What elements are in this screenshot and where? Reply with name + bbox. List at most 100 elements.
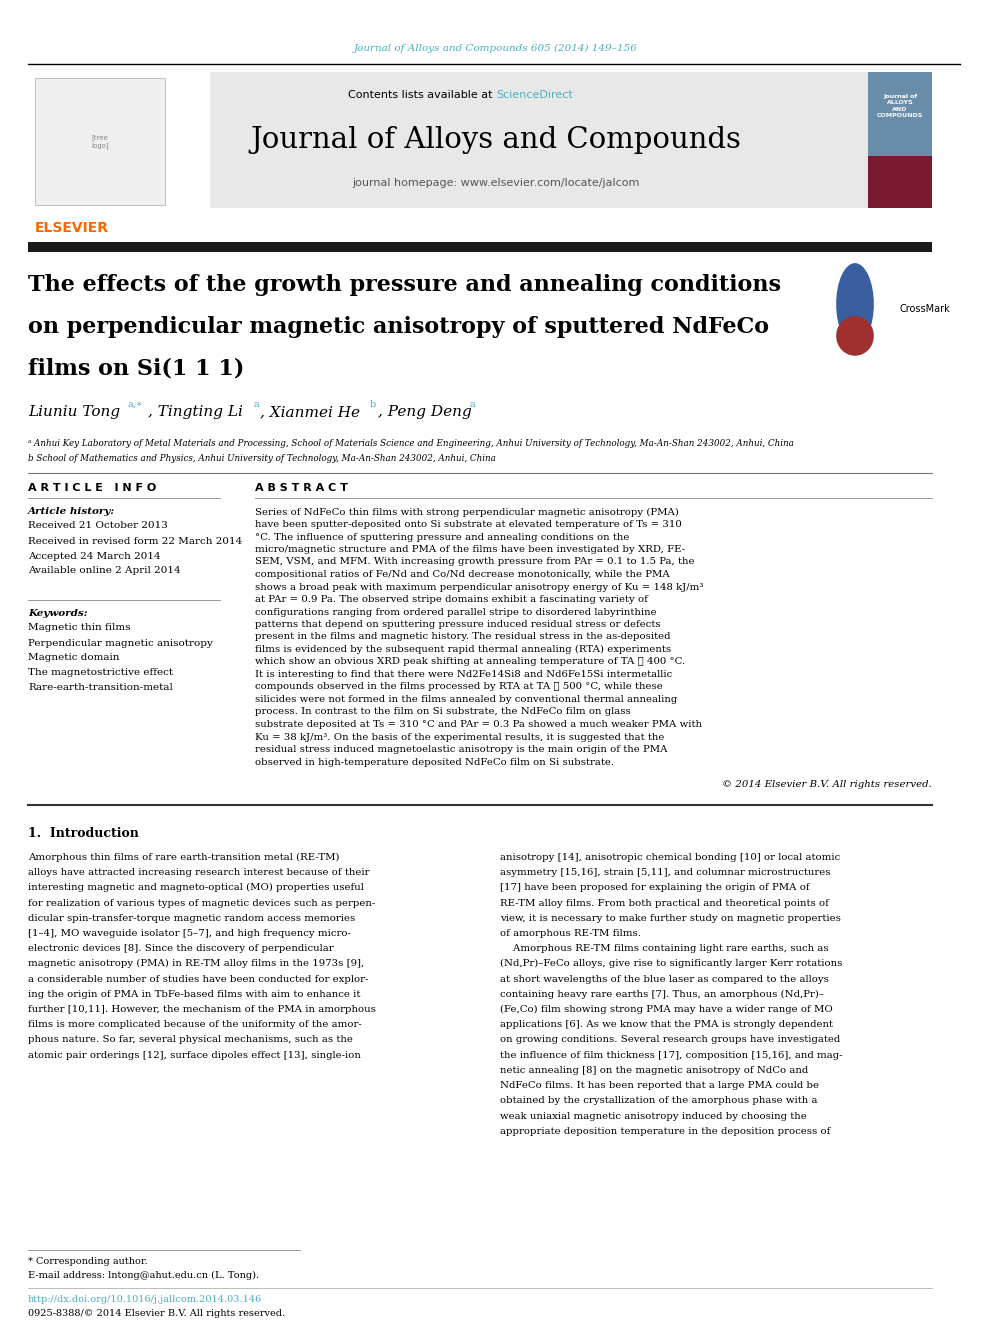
- Text: Liuniu Tong: Liuniu Tong: [28, 405, 120, 419]
- Text: micro/magnetic structure and PMA of the films have been investigated by XRD, FE-: micro/magnetic structure and PMA of the …: [255, 545, 685, 554]
- Text: (Fe,Co) film showing strong PMA may have a wider range of MO: (Fe,Co) film showing strong PMA may have…: [500, 1005, 832, 1015]
- Text: anisotropy [14], anisotropic chemical bonding [10] or local atomic: anisotropy [14], anisotropic chemical bo…: [500, 853, 840, 861]
- Ellipse shape: [836, 263, 874, 345]
- Text: patterns that depend on sputtering pressure induced residual stress or defects: patterns that depend on sputtering press…: [255, 620, 661, 628]
- Text: , Xianmei He: , Xianmei He: [260, 405, 360, 419]
- Text: view, it is necessary to make further study on magnetic properties: view, it is necessary to make further st…: [500, 914, 841, 922]
- Text: a considerable number of studies have been conducted for explor-: a considerable number of studies have be…: [28, 975, 368, 983]
- Text: Ku = 38 kJ/m³. On the basis of the experimental results, it is suggested that th: Ku = 38 kJ/m³. On the basis of the exper…: [255, 733, 665, 741]
- Text: The magnetostrictive effect: The magnetostrictive effect: [28, 668, 174, 677]
- Text: Rare-earth-transition-metal: Rare-earth-transition-metal: [28, 684, 173, 692]
- Text: weak uniaxial magnetic anisotropy induced by choosing the: weak uniaxial magnetic anisotropy induce…: [500, 1111, 806, 1121]
- Text: (Nd,Pr)–FeCo alloys, give rise to significantly larger Kerr rotations: (Nd,Pr)–FeCo alloys, give rise to signif…: [500, 959, 842, 968]
- Text: NdFeCo films. It has been reported that a large PMA could be: NdFeCo films. It has been reported that …: [500, 1081, 819, 1090]
- Text: have been sputter-deposited onto Si substrate at elevated temperature of Ts = 31: have been sputter-deposited onto Si subs…: [255, 520, 682, 529]
- Text: ScienceDirect: ScienceDirect: [496, 90, 572, 101]
- Text: 0925-8388/© 2014 Elsevier B.V. All rights reserved.: 0925-8388/© 2014 Elsevier B.V. All right…: [28, 1308, 285, 1318]
- Text: observed in high-temperature deposited NdFeCo film on Si substrate.: observed in high-temperature deposited N…: [255, 758, 614, 766]
- Text: substrate deposited at Ts = 310 °C and PAr = 0.3 Pa showed a much weaker PMA wit: substrate deposited at Ts = 310 °C and P…: [255, 720, 702, 729]
- Text: obtained by the crystallization of the amorphous phase with a: obtained by the crystallization of the a…: [500, 1097, 817, 1105]
- Text: ing the origin of PMA in TbFe-based films with aim to enhance it: ing the origin of PMA in TbFe-based film…: [28, 990, 360, 999]
- Text: process. In contrast to the film on Si substrate, the NdFeCo film on glass: process. In contrast to the film on Si s…: [255, 708, 631, 717]
- Text: Magnetic thin films: Magnetic thin films: [28, 623, 131, 632]
- Text: appropriate deposition temperature in the deposition process of: appropriate deposition temperature in th…: [500, 1127, 830, 1135]
- Text: CrossMark: CrossMark: [900, 304, 950, 315]
- Text: ELSEVIER: ELSEVIER: [35, 221, 109, 235]
- Text: © 2014 Elsevier B.V. All rights reserved.: © 2014 Elsevier B.V. All rights reserved…: [722, 781, 932, 789]
- Text: The effects of the growth pressure and annealing conditions: The effects of the growth pressure and a…: [28, 274, 781, 296]
- Text: phous nature. So far, several physical mechanisms, such as the: phous nature. So far, several physical m…: [28, 1036, 353, 1044]
- Text: Received 21 October 2013: Received 21 October 2013: [28, 521, 168, 531]
- Text: b: b: [370, 400, 376, 409]
- Text: b School of Mathematics and Physics, Anhui University of Technology, Ma-An-Shan : b School of Mathematics and Physics, Anh…: [28, 455, 496, 463]
- Text: at PAr = 0.9 Pa. The observed stripe domains exhibit a fascinating variety of: at PAr = 0.9 Pa. The observed stripe dom…: [255, 595, 648, 605]
- Text: films on Si(1 1 1): films on Si(1 1 1): [28, 359, 244, 380]
- Text: dicular spin-transfer-torque magnetic random access memories: dicular spin-transfer-torque magnetic ra…: [28, 914, 355, 922]
- Text: on growing conditions. Several research groups have investigated: on growing conditions. Several research …: [500, 1036, 840, 1044]
- FancyBboxPatch shape: [868, 71, 932, 156]
- FancyBboxPatch shape: [28, 242, 932, 251]
- Text: compositional ratios of Fe/Nd and Co/Nd decrease monotonically, while the PMA: compositional ratios of Fe/Nd and Co/Nd …: [255, 570, 670, 579]
- Text: further [10,11]. However, the mechanism of the PMA in amorphous: further [10,11]. However, the mechanism …: [28, 1005, 376, 1013]
- Text: , Peng Deng: , Peng Deng: [378, 405, 472, 419]
- Text: containing heavy rare earths [7]. Thus, an amorphous (Nd,Pr)–: containing heavy rare earths [7]. Thus, …: [500, 990, 824, 999]
- Text: atomic pair orderings [12], surface dipoles effect [13], single-ion: atomic pair orderings [12], surface dipo…: [28, 1050, 361, 1060]
- Text: a,∗: a,∗: [128, 400, 144, 409]
- Text: http://dx.doi.org/10.1016/j.jallcom.2014.03.146: http://dx.doi.org/10.1016/j.jallcom.2014…: [28, 1295, 262, 1304]
- Text: asymmetry [15,16], strain [5,11], and columnar microstructures: asymmetry [15,16], strain [5,11], and co…: [500, 868, 830, 877]
- Text: present in the films and magnetic history. The residual stress in the as-deposit: present in the films and magnetic histor…: [255, 632, 671, 642]
- Text: journal homepage: www.elsevier.com/locate/jalcom: journal homepage: www.elsevier.com/locat…: [352, 179, 640, 188]
- Text: Accepted 24 March 2014: Accepted 24 March 2014: [28, 552, 161, 561]
- Text: silicides were not formed in the films annealed by conventional thermal annealin: silicides were not formed in the films a…: [255, 695, 678, 704]
- Text: Journal of Alloys and Compounds 605 (2014) 149–156: Journal of Alloys and Compounds 605 (201…: [354, 44, 638, 53]
- Text: the influence of film thickness [17], composition [15,16], and mag-: the influence of film thickness [17], co…: [500, 1050, 842, 1060]
- Text: configurations ranging from ordered parallel stripe to disordered labyrinthine: configurations ranging from ordered para…: [255, 607, 657, 617]
- Text: E-mail address: lntong@ahut.edu.cn (L. Tong).: E-mail address: lntong@ahut.edu.cn (L. T…: [28, 1270, 259, 1279]
- Text: 1.  Introduction: 1. Introduction: [28, 827, 139, 840]
- Text: shows a broad peak with maximum perpendicular anisotropy energy of Ku = 148 kJ/m: shows a broad peak with maximum perpendi…: [255, 582, 703, 591]
- Text: films is more complicated because of the uniformity of the amor-: films is more complicated because of the…: [28, 1020, 362, 1029]
- FancyBboxPatch shape: [868, 156, 932, 208]
- Text: Perpendicular magnetic anisotropy: Perpendicular magnetic anisotropy: [28, 639, 213, 647]
- Text: Contents lists available at: Contents lists available at: [348, 90, 496, 101]
- FancyBboxPatch shape: [28, 71, 210, 208]
- Text: Article history:: Article history:: [28, 508, 115, 516]
- Text: alloys have attracted increasing research interest because of their: alloys have attracted increasing researc…: [28, 868, 369, 877]
- Text: Received in revised form 22 March 2014: Received in revised form 22 March 2014: [28, 537, 242, 545]
- Text: ᵃ Anhui Key Laboratory of Metal Materials and Processing, School of Materials Sc: ᵃ Anhui Key Laboratory of Metal Material…: [28, 438, 794, 447]
- Text: * Corresponding author.: * Corresponding author.: [28, 1257, 148, 1266]
- Text: electronic devices [8]. Since the discovery of perpendicular: electronic devices [8]. Since the discov…: [28, 945, 333, 953]
- Text: which show an obvious XRD peak shifting at annealing temperature of TA ⩽ 400 °C.: which show an obvious XRD peak shifting …: [255, 658, 685, 667]
- Text: Journal of Alloys and Compounds: Journal of Alloys and Compounds: [251, 126, 741, 153]
- Text: A R T I C L E   I N F O: A R T I C L E I N F O: [28, 483, 157, 493]
- Text: It is interesting to find that there were Nd2Fe14Si8 and Nd6Fe15Si intermetallic: It is interesting to find that there wer…: [255, 669, 673, 679]
- Text: [tree
logo]: [tree logo]: [91, 134, 109, 148]
- Text: films is evidenced by the subsequent rapid thermal annealing (RTA) experiments: films is evidenced by the subsequent rap…: [255, 644, 672, 654]
- Text: Amorphous RE-TM films containing light rare earths, such as: Amorphous RE-TM films containing light r…: [500, 945, 828, 953]
- Text: Available online 2 April 2014: Available online 2 April 2014: [28, 566, 181, 576]
- Text: SEM, VSM, and MFM. With increasing growth pressure from PAr = 0.1 to 1.5 Pa, the: SEM, VSM, and MFM. With increasing growt…: [255, 557, 694, 566]
- Text: of amorphous RE-TM films.: of amorphous RE-TM films.: [500, 929, 641, 938]
- Text: RE-TM alloy films. From both practical and theoretical points of: RE-TM alloy films. From both practical a…: [500, 898, 829, 908]
- FancyBboxPatch shape: [28, 71, 932, 208]
- FancyBboxPatch shape: [868, 71, 932, 208]
- Text: Keywords:: Keywords:: [28, 609, 87, 618]
- Text: for realization of various types of magnetic devices such as perpen-: for realization of various types of magn…: [28, 898, 375, 908]
- Text: residual stress induced magnetoelastic anisotropy is the main origin of the PMA: residual stress induced magnetoelastic a…: [255, 745, 668, 754]
- Text: [17] have been proposed for explaining the origin of PMA of: [17] have been proposed for explaining t…: [500, 884, 809, 892]
- Text: a: a: [470, 400, 476, 409]
- Text: Magnetic domain: Magnetic domain: [28, 654, 119, 663]
- Text: interesting magnetic and magneto-optical (MO) properties useful: interesting magnetic and magneto-optical…: [28, 884, 364, 893]
- Text: [1–4], MO waveguide isolator [5–7], and high frequency micro-: [1–4], MO waveguide isolator [5–7], and …: [28, 929, 351, 938]
- Text: Journal of
ALLOYS
AND
COMPOUNDS: Journal of ALLOYS AND COMPOUNDS: [877, 94, 924, 118]
- Text: Series of NdFeCo thin films with strong perpendicular magnetic anisotropy (PMA): Series of NdFeCo thin films with strong …: [255, 508, 679, 516]
- Ellipse shape: [836, 316, 874, 356]
- Text: Amorphous thin films of rare earth-transition metal (RE-TM): Amorphous thin films of rare earth-trans…: [28, 853, 339, 863]
- Text: on perpendicular magnetic anisotropy of sputtered NdFeCo: on perpendicular magnetic anisotropy of …: [28, 316, 769, 337]
- Text: °C. The influence of sputtering pressure and annealing conditions on the: °C. The influence of sputtering pressure…: [255, 532, 629, 541]
- Text: , Tingting Li: , Tingting Li: [148, 405, 243, 419]
- Text: at short wavelengths of the blue laser as compared to the alloys: at short wavelengths of the blue laser a…: [500, 975, 829, 983]
- Text: compounds observed in the films processed by RTA at TA ⩾ 500 °C, while these: compounds observed in the films processe…: [255, 683, 663, 692]
- Text: A B S T R A C T: A B S T R A C T: [255, 483, 348, 493]
- Text: netic annealing [8] on the magnetic anisotropy of NdCo and: netic annealing [8] on the magnetic anis…: [500, 1066, 808, 1074]
